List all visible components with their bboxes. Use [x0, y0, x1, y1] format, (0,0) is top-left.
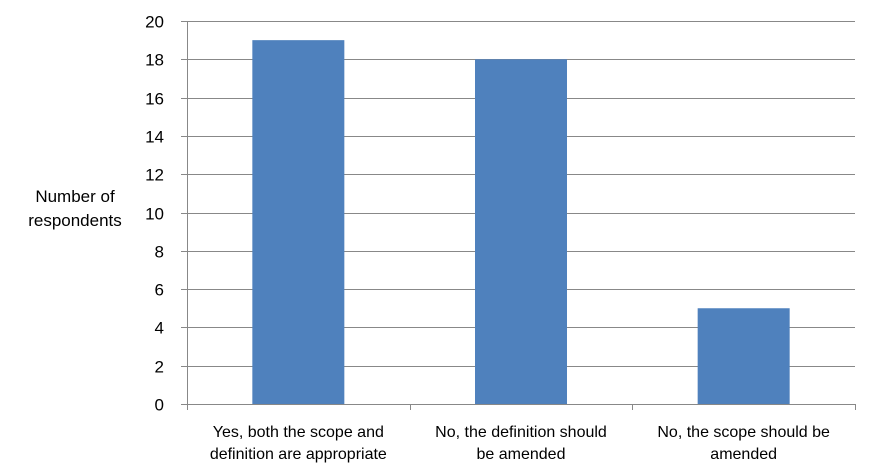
y-tick-label: 14 — [145, 128, 164, 147]
x-category-label-line: No, the definition should — [435, 424, 607, 441]
y-axis-label-line-1: Number of — [35, 187, 115, 206]
y-tick-label: 0 — [155, 396, 164, 415]
y-tick-label: 10 — [145, 205, 164, 224]
y-axis-label: Number of respondents — [0, 185, 150, 233]
y-tick-label: 4 — [155, 319, 164, 338]
y-tick-label: 8 — [155, 243, 164, 262]
y-tick-label: 20 — [145, 13, 164, 32]
y-tick-label: 6 — [155, 281, 164, 300]
x-category-label: No, the definition should be amended — [406, 422, 636, 466]
x-category-label: No, the scope should be amended — [629, 422, 859, 466]
bar — [475, 59, 567, 405]
x-category-label: Yes, both the scope and definition are ap… — [183, 422, 413, 466]
y-tick-label: 12 — [145, 166, 164, 185]
bar — [697, 308, 790, 404]
x-category-label-line: amended — [710, 446, 778, 463]
x-category-label-line: definition are appropriate — [209, 446, 387, 463]
bar — [252, 40, 345, 405]
y-tick-label: 18 — [145, 51, 164, 70]
x-category-label-line: No, the scope should be — [657, 424, 830, 441]
y-tick-label: 16 — [145, 90, 164, 109]
x-category-label-line: Yes, both the scope and — [212, 424, 384, 441]
x-category-label-line: be amended — [476, 446, 566, 463]
y-axis-label-line-2: respondents — [28, 211, 122, 230]
y-tick-label: 2 — [155, 358, 164, 377]
